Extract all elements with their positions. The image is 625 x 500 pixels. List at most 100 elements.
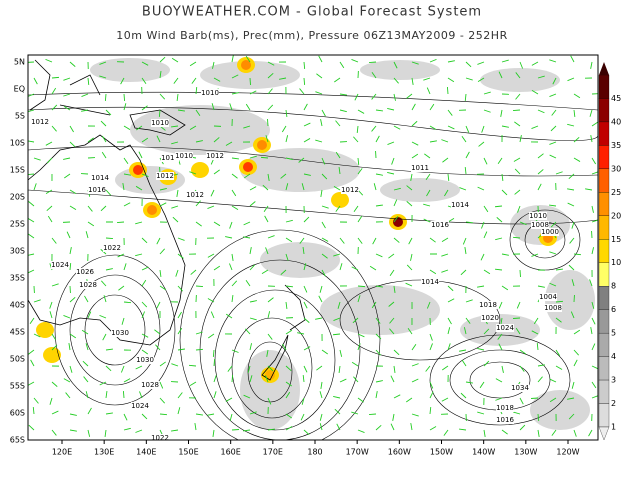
wind-barb [87,221,95,227]
wind-barb [83,376,89,383]
wind-barb [249,155,257,159]
isobar-label-bg [511,384,529,392]
lon-label: 160E [221,448,241,457]
wind-barb [388,253,395,259]
wind-barb [519,397,524,405]
wind-barb [139,391,143,399]
wind-barb [477,285,485,288]
isobar-label-bg [431,221,449,229]
wind-barb [411,378,419,383]
wind-barb [303,317,310,323]
wind-barb [189,61,197,67]
wind-barb [441,397,449,402]
wind-barb [260,156,269,159]
wind-barb [225,397,233,402]
wind-barb [494,205,503,208]
wind-barb [265,135,269,143]
wind-barb [159,381,164,389]
wind-barb [49,311,53,319]
wind-barb [570,55,575,63]
wind-barb [483,91,491,95]
wind-barb [571,381,575,389]
wind-barb [318,55,323,63]
wind-barb [375,391,378,399]
wind-barb [549,141,557,145]
wind-barb [356,125,359,134]
wind-barb [375,285,383,288]
wind-barb [387,107,395,111]
wind-barb [573,109,576,118]
lon-label: 160W [388,448,411,457]
wind-barb [357,429,365,433]
wind-barb [101,151,107,159]
wind-barb [477,186,485,191]
isobar-label-bg [51,261,69,269]
wind-barb [464,93,467,102]
wind-barb [447,125,455,130]
wind-barb [339,237,345,244]
wind-barb [207,298,215,303]
wind-barb [207,253,215,258]
wind-barb [315,317,323,320]
wind-barb [285,157,293,160]
wind-barb [549,378,557,383]
wind-barb [555,171,563,175]
wind-barb [243,173,251,179]
wind-barb [552,77,557,85]
colorbar-label: 4 [611,352,616,361]
wind-barb [411,363,419,367]
wind-barb [87,77,90,86]
wind-barb [105,109,112,116]
wind-barb [590,61,593,69]
isobar [179,229,381,440]
wind-barb [389,328,395,335]
wind-barb [265,375,269,383]
wind-barb [429,381,434,389]
wind-barb [135,185,143,191]
wind-barb [69,189,77,194]
wind-barb [483,205,489,213]
wind-barb [63,378,71,383]
wind-barb [135,365,143,370]
wind-barb [141,266,149,271]
wind-barb [429,406,432,415]
lat-label: 40S [10,301,25,310]
wind-barb [69,429,77,432]
wind-barb [498,71,503,79]
wind-barb [405,282,413,287]
isobar-label: 1010 [151,119,169,127]
wind-barb [549,154,557,159]
wind-barb [372,237,377,245]
wind-barb [465,125,470,133]
wind-barb [573,253,582,256]
lat-label: 50S [10,355,25,364]
precip-area [380,178,460,202]
wind-barb [141,77,147,85]
wind-barb [99,61,107,65]
wind-barb [423,218,431,223]
wind-barb [243,125,251,129]
wind-barb [301,183,305,191]
colorbar-swatch [598,356,610,381]
wind-barb [497,157,503,165]
precip-area [530,390,590,430]
wind-barb [51,333,57,341]
wind-barb [441,253,449,257]
wind-barb [319,285,323,293]
wind-barb [501,253,509,256]
wind-barb [85,343,89,351]
wind-barb [267,397,272,405]
wind-barb [321,349,329,355]
wind-barb [141,61,149,66]
colorbar-label: 35 [611,141,621,150]
wind-barb [123,103,127,111]
wind-barb [285,253,289,261]
isobar-label-bg [421,278,439,286]
wind-barb [316,365,323,371]
isobar-label: 1016 [496,416,514,424]
wind-barb [514,168,521,175]
wind-barb [375,380,383,383]
wind-barb [141,311,145,319]
wind-barb [28,424,35,431]
wind-barb [141,137,149,143]
